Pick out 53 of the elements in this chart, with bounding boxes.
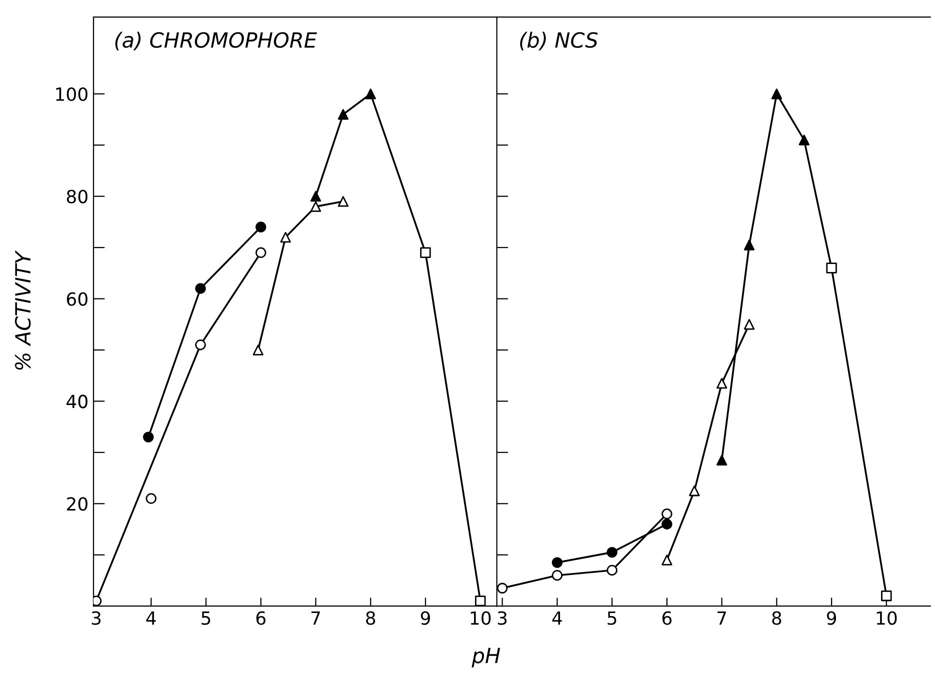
x-tick-label: 5 xyxy=(608,612,616,625)
y-tick-label: 40 xyxy=(66,394,88,408)
y-axis-title: % ACTIVITY xyxy=(14,250,31,370)
point xyxy=(195,340,206,350)
point xyxy=(552,570,563,581)
x-tick-label: 3 xyxy=(92,611,101,625)
y-tick-label: 80 xyxy=(66,190,88,204)
point xyxy=(662,508,672,520)
point xyxy=(310,190,322,202)
point xyxy=(662,518,672,530)
text: (b) NCS xyxy=(520,32,598,50)
point xyxy=(716,378,728,389)
point xyxy=(143,432,154,442)
point xyxy=(552,557,563,568)
point xyxy=(195,283,206,294)
x-tick-label: 6 xyxy=(662,611,672,625)
y-tick-label: 100 xyxy=(56,87,88,101)
point xyxy=(280,232,291,243)
point xyxy=(771,88,782,100)
x-tick-label: 9 xyxy=(420,611,430,625)
x-tick-label: 10 xyxy=(876,611,897,625)
point xyxy=(606,564,618,576)
x-tick-label: 4 xyxy=(552,612,562,625)
x-tick-label: 3 xyxy=(498,611,507,625)
x-tick-label: 8 xyxy=(366,611,376,625)
point xyxy=(365,88,376,100)
y-tick-label: 60 xyxy=(66,292,88,306)
point xyxy=(716,454,728,466)
point xyxy=(798,134,810,146)
point xyxy=(496,582,508,594)
x-tick-label: 5 xyxy=(202,612,210,625)
point xyxy=(662,554,672,566)
x-tick-label: 6 xyxy=(256,611,266,625)
x-tick-label: 7 xyxy=(311,612,320,625)
point xyxy=(252,344,264,356)
x-tick-label: 9 xyxy=(826,611,836,625)
text: (a) CHROMOPHORE xyxy=(115,32,317,50)
x-tick-label: 8 xyxy=(772,611,782,625)
point xyxy=(744,240,755,250)
point xyxy=(310,201,322,212)
point xyxy=(256,247,266,258)
x-tick-label: 10 xyxy=(470,611,491,625)
point xyxy=(744,319,755,330)
point xyxy=(146,493,156,504)
point xyxy=(606,546,618,558)
x-axis-title: pH xyxy=(472,648,500,668)
x-tick-label: 7 xyxy=(718,612,726,625)
point xyxy=(256,222,266,232)
point xyxy=(689,485,700,496)
point xyxy=(338,108,349,120)
y-tick-label: 20 xyxy=(66,497,88,511)
x-tick-label: 4 xyxy=(146,612,156,625)
point xyxy=(338,196,349,207)
